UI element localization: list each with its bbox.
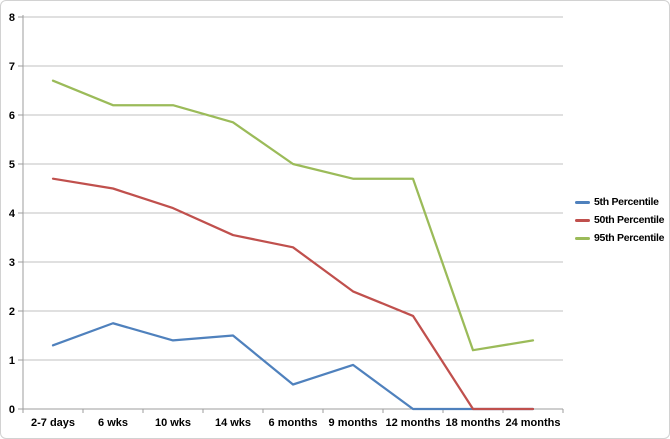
y-axis-tick-label: 7 bbox=[9, 61, 15, 73]
y-axis-tick-label: 8 bbox=[9, 12, 15, 24]
legend-label: 50th Percentile bbox=[594, 214, 665, 226]
legend-line-swatch bbox=[575, 218, 590, 222]
x-axis-category-label: 2-7 days bbox=[31, 417, 75, 429]
chart-legend: 5th Percentile 50th Percentile 95th Percen… bbox=[575, 193, 665, 247]
legend-line-swatch bbox=[575, 200, 590, 204]
x-axis-category-label: 6 months bbox=[269, 417, 318, 429]
legend-item: 95th Percentile bbox=[575, 229, 665, 247]
x-axis-category-label: 12 months bbox=[385, 417, 440, 429]
legend-label: 95th Percentile bbox=[594, 232, 665, 244]
y-axis-tick-label: 3 bbox=[9, 257, 15, 269]
y-axis-tick-label: 2 bbox=[9, 306, 15, 318]
legend-item: 5th Percentile bbox=[575, 193, 664, 211]
legend-item: 50th Percentile bbox=[575, 211, 665, 229]
y-axis-tick-label: 0 bbox=[9, 404, 15, 416]
legend-label: 5th Percentile bbox=[594, 196, 659, 208]
x-axis-category-label: 14 wks bbox=[215, 417, 251, 429]
series-line-50th-percentile bbox=[51, 177, 535, 411]
series-line-5th-percentile bbox=[51, 322, 535, 411]
y-axis-tick-label: 5 bbox=[9, 159, 15, 171]
y-axis-tick-label: 6 bbox=[9, 110, 15, 122]
y-axis-tick-label: 4 bbox=[9, 208, 16, 220]
y-axis-tick-label: 1 bbox=[9, 355, 15, 367]
series-line-95th-percentile bbox=[51, 79, 535, 352]
legend-line-swatch bbox=[575, 236, 590, 240]
x-axis-category-label: 6 wks bbox=[98, 417, 128, 429]
x-axis-category-label: 9 months bbox=[329, 417, 378, 429]
x-axis-category-label: 18 months bbox=[445, 417, 500, 429]
x-axis-category-label: 10 wks bbox=[155, 417, 191, 429]
x-axis-category-label: 24 months bbox=[505, 417, 560, 429]
